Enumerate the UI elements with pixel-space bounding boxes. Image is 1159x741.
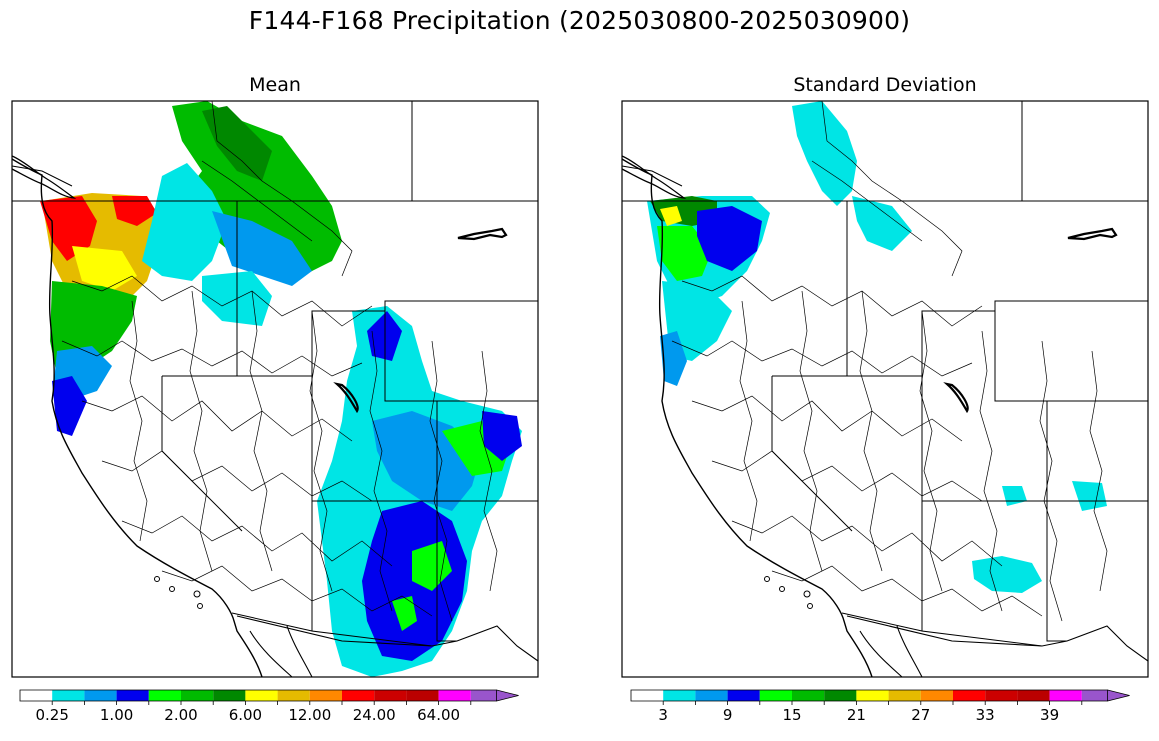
stddev-colorbar-swatch	[1017, 690, 1050, 701]
stddev-colorbar-tick-label: 21	[847, 706, 866, 724]
stddev-colorbar: 3 9 15 21 27 33 39	[630, 689, 1130, 724]
mean-colorbar-swatch	[374, 690, 407, 701]
mean-panel-title: Mean	[249, 74, 301, 96]
mean-colorbar: 0.25 1.00 2.00 6.00 12.00 24.00 64.00	[19, 689, 519, 724]
stddev-colorbar-swatch	[631, 690, 664, 701]
mean-colorbar-swatch	[181, 690, 214, 701]
stddev-region-yellow	[660, 206, 682, 226]
mean-region-yellow	[72, 246, 137, 291]
mean-colorbar-outline	[19, 689, 497, 702]
mean-colorbar-tick-label: 24.00	[353, 706, 396, 724]
stddev-region-cyan-north-2	[852, 196, 912, 251]
stddev-colorbar-tick-label: 27	[911, 706, 930, 724]
mean-colorbar-tick-label: 0.25	[35, 706, 68, 724]
stddev-colorbar-swatch	[824, 690, 857, 701]
stddev-colorbar-swatch	[663, 690, 696, 701]
mean-region-lime-3	[392, 596, 417, 631]
mean-colorbar-swatch	[342, 690, 375, 701]
stddev-colorbar-tick-label: 9	[723, 706, 733, 724]
mean-region-cyan-north	[142, 163, 227, 281]
stddev-colorbar-swatch	[920, 690, 953, 701]
mean-colorbar-swatch	[438, 690, 471, 701]
stddev-colorbar-swatch	[727, 690, 760, 701]
stddev-colorbar-tick-label: 33	[976, 706, 995, 724]
stddev-colorbar-extend-arrow	[1107, 689, 1130, 702]
mean-region-darkgreen	[202, 106, 272, 181]
mean-region-red-2	[112, 196, 157, 226]
mean-colorbar-tick-label: 64.00	[417, 706, 460, 724]
stddev-colorbar-swatch	[856, 690, 889, 701]
mean-colorbar-swatch	[309, 690, 342, 701]
stddev-colorbar-swatch	[888, 690, 921, 701]
mean-colorbar-swatch	[52, 690, 85, 701]
stddev-colorbar-outline	[630, 689, 1108, 702]
mean-colorbar-swatch	[213, 690, 246, 701]
stddev-colorbar-swatch	[695, 690, 728, 701]
mean-colorbar-tick-label: 2.00	[164, 706, 197, 724]
mean-region-navy-east	[482, 411, 522, 461]
stddev-map	[620, 99, 1150, 679]
stddev-colorbar-swatch	[792, 690, 825, 701]
mean-region-lime-2	[412, 541, 452, 591]
stddev-colorbar-swatch	[1081, 690, 1108, 701]
mean-colorbar-swatch	[277, 690, 310, 701]
stddev-colorbar-swatch	[1049, 690, 1082, 701]
mean-colorbar-swatch	[406, 690, 439, 701]
stddev-panel-title: Standard Deviation	[793, 74, 977, 96]
mean-map-frame	[11, 100, 539, 678]
mean-colorbar-swatch	[116, 690, 149, 701]
mean-colorbar-swatch	[245, 690, 278, 701]
stddev-region-cyan-az	[972, 556, 1042, 593]
mean-region-navy-coast	[52, 376, 87, 436]
mean-colorbar-swatch	[84, 690, 117, 701]
mean-region-red	[40, 196, 97, 261]
stddev-colorbar-swatch	[985, 690, 1018, 701]
mean-colorbar-swatch	[148, 690, 181, 701]
mean-colorbar-swatch	[470, 690, 497, 701]
figure-title: F144-F168 Precipitation (2025030800-2025…	[248, 6, 911, 35]
stddev-region-navy	[697, 206, 762, 271]
stddev-colorbar-swatch	[953, 690, 986, 701]
mean-colorbar-tick-label: 6.00	[229, 706, 262, 724]
mean-colorbar-tick-label: 12.00	[288, 706, 331, 724]
mean-colorbar-extend-arrow	[496, 689, 519, 702]
stddev-colorbar-tick-label: 39	[1040, 706, 1059, 724]
mean-map	[10, 99, 540, 679]
mean-colorbar-swatch	[20, 690, 53, 701]
stddev-colorbar-tick-label: 3	[658, 706, 668, 724]
stddev-region-lime	[657, 226, 712, 281]
stddev-colorbar-swatch	[759, 690, 792, 701]
stddev-colorbar-tick-label: 15	[782, 706, 801, 724]
mean-colorbar-tick-label: 1.00	[100, 706, 133, 724]
stddev-map-frame	[621, 100, 1149, 678]
